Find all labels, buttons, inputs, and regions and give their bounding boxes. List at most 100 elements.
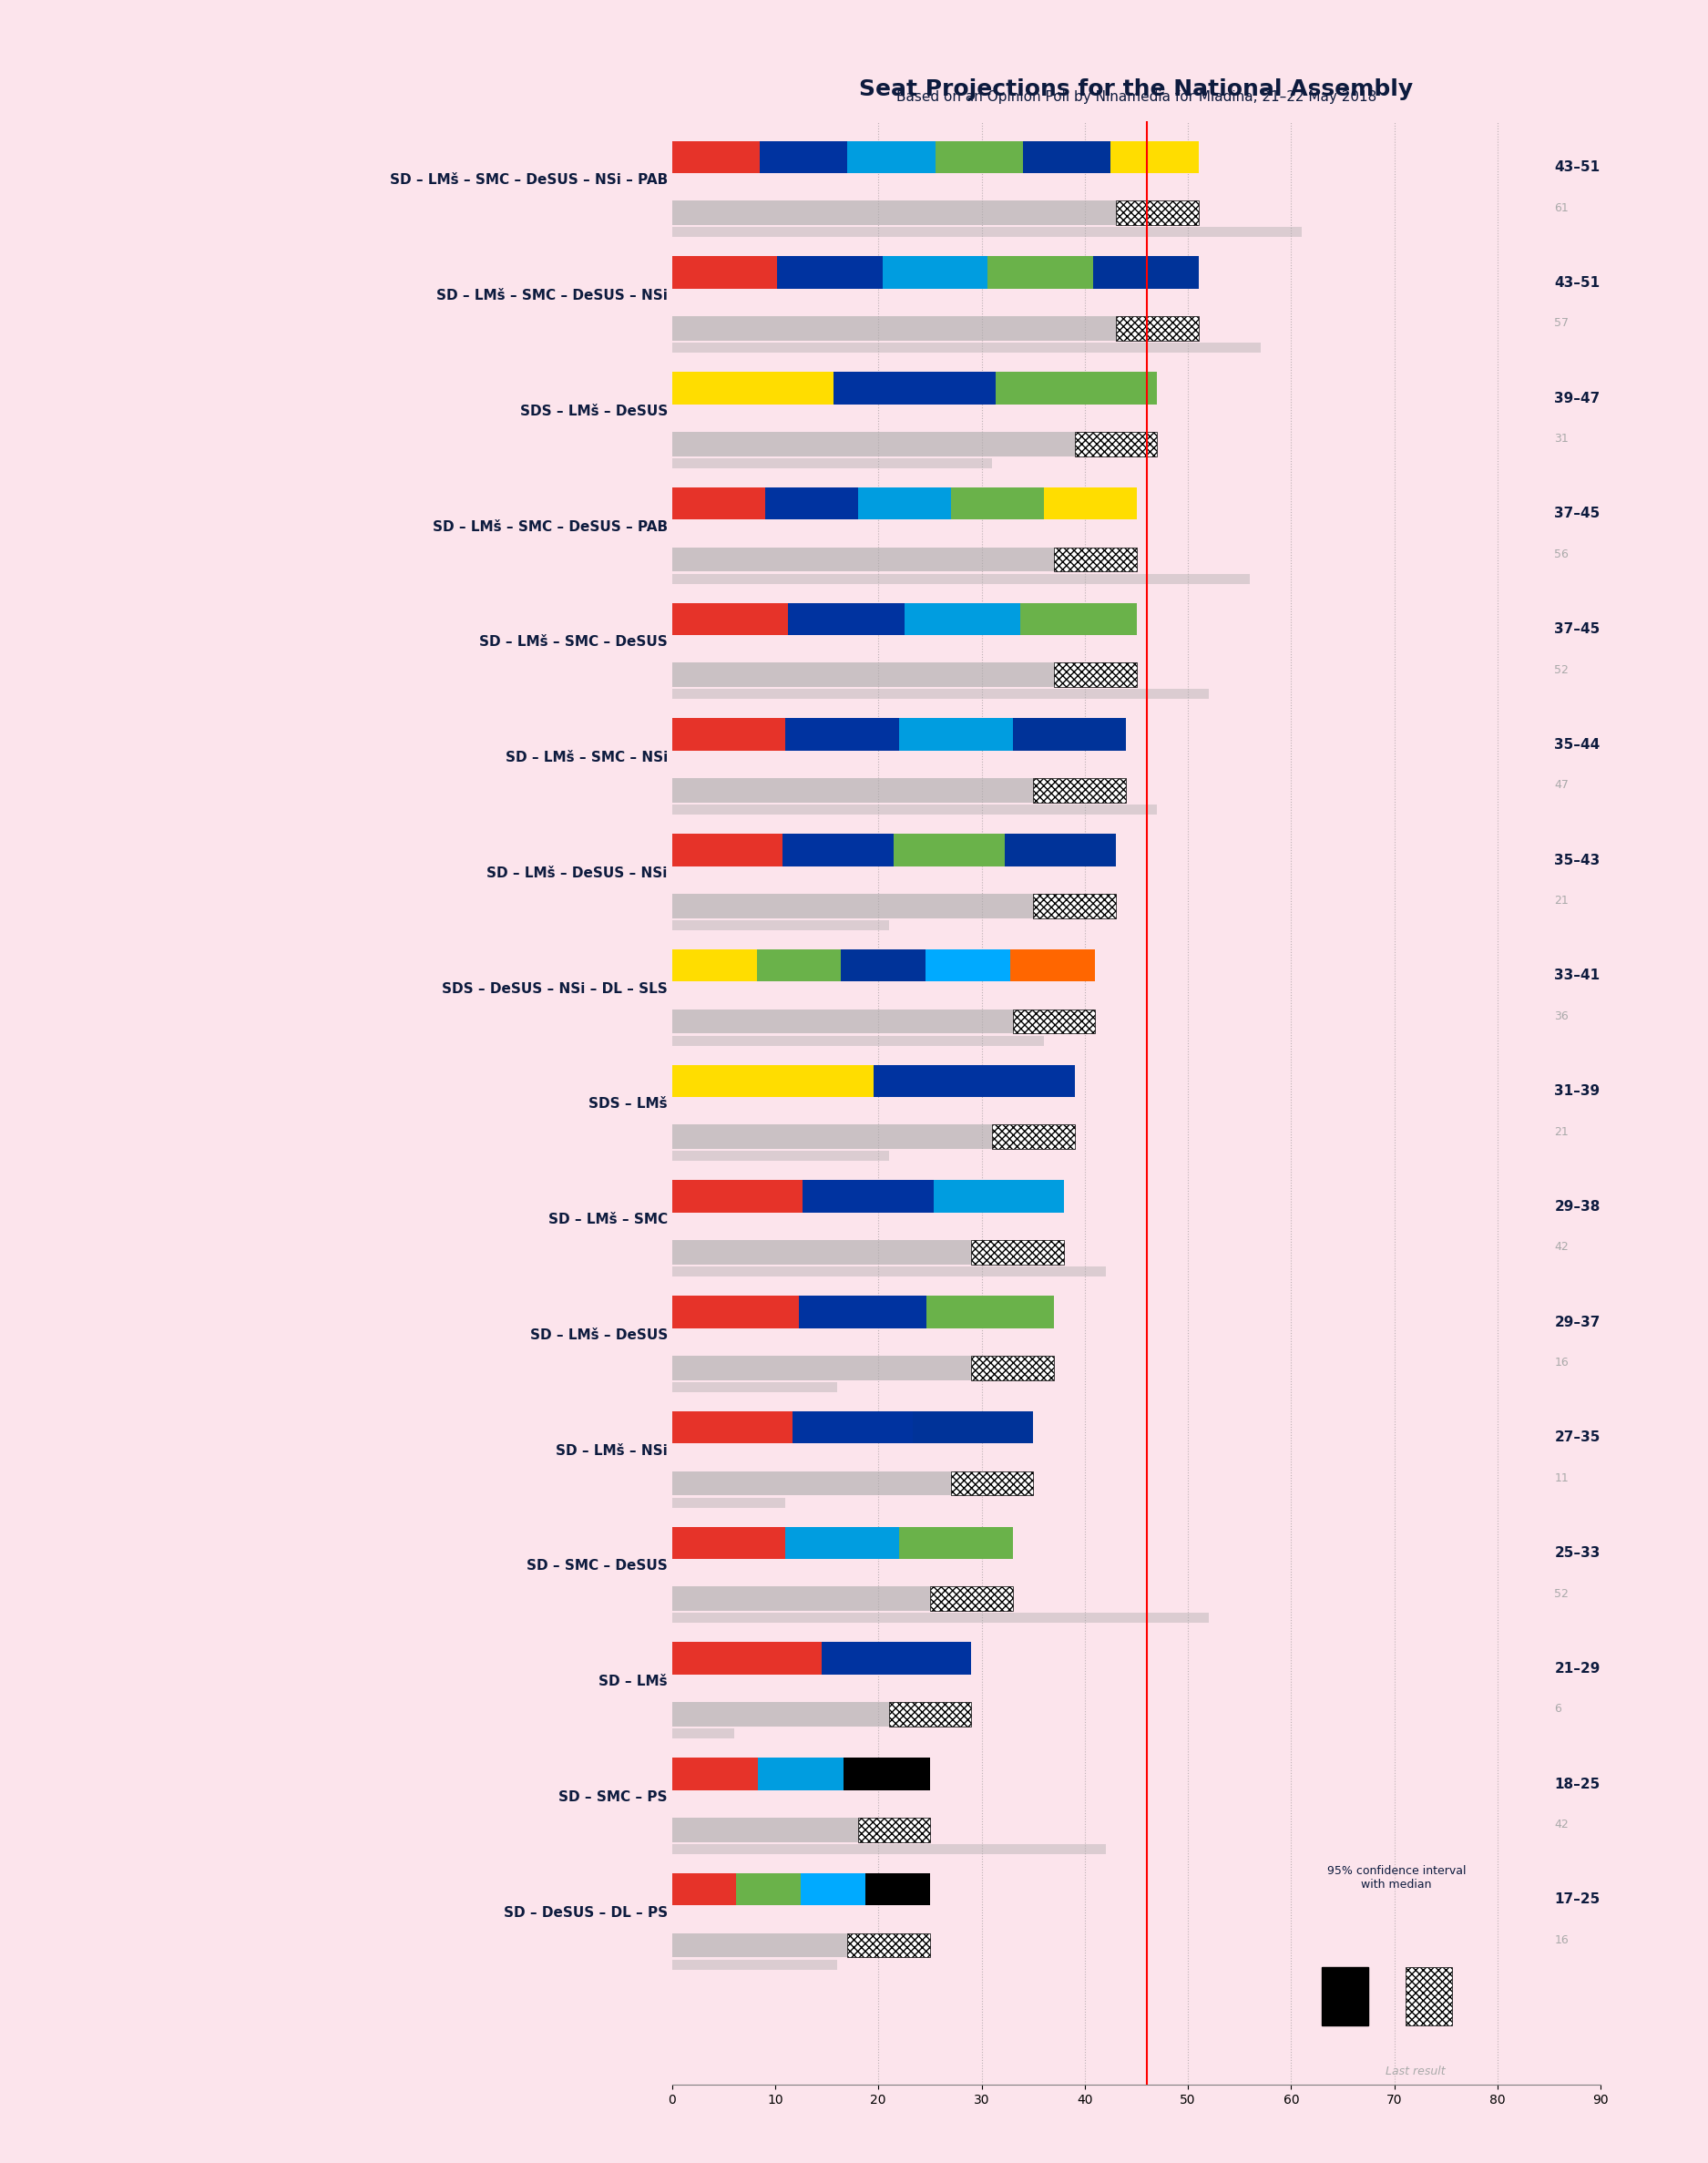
FancyBboxPatch shape xyxy=(1322,1966,1368,2025)
Text: 29–37: 29–37 xyxy=(1554,1315,1600,1328)
Bar xyxy=(671,547,1136,571)
Bar xyxy=(951,487,1044,519)
Bar xyxy=(671,1125,1074,1149)
Bar xyxy=(786,1527,898,1560)
Bar xyxy=(904,603,1020,636)
Bar xyxy=(787,603,904,636)
Bar xyxy=(671,1817,929,1843)
Bar xyxy=(671,603,787,636)
Bar xyxy=(926,950,1011,982)
Bar xyxy=(1033,779,1126,802)
Bar xyxy=(671,1471,1033,1495)
Text: 47: 47 xyxy=(1554,779,1570,792)
Bar xyxy=(671,1010,1095,1034)
Text: 39–47: 39–47 xyxy=(1554,392,1600,404)
Text: 18–25: 18–25 xyxy=(1554,1778,1600,1791)
Bar xyxy=(1023,141,1110,173)
Bar xyxy=(671,1934,929,1958)
Bar xyxy=(671,1151,888,1162)
FancyBboxPatch shape xyxy=(1406,1966,1452,2025)
Bar xyxy=(671,1588,1013,1611)
Bar xyxy=(671,1843,1105,1854)
Bar xyxy=(736,1873,801,1906)
Bar xyxy=(671,1410,793,1443)
Bar xyxy=(671,459,992,467)
Bar xyxy=(987,255,1093,288)
Text: 31: 31 xyxy=(1554,433,1570,446)
Bar xyxy=(1013,718,1126,751)
Bar xyxy=(671,141,760,173)
Text: 52: 52 xyxy=(1554,1588,1570,1601)
Bar xyxy=(671,1382,837,1393)
Text: Based on an Opinion Poll by Ninamedia for Mladina, 21–22 May 2018: Based on an Opinion Poll by Ninamedia fo… xyxy=(897,91,1377,104)
Bar xyxy=(765,487,857,519)
Bar xyxy=(934,141,1023,173)
Text: 36: 36 xyxy=(1554,1010,1570,1023)
Text: 21–29: 21–29 xyxy=(1554,1661,1600,1676)
Text: 37–45: 37–45 xyxy=(1554,623,1600,636)
Bar xyxy=(803,1181,933,1213)
Bar xyxy=(671,316,1199,340)
Bar xyxy=(883,255,987,288)
Bar xyxy=(757,950,842,982)
Bar xyxy=(834,372,996,404)
Text: 42: 42 xyxy=(1554,1819,1570,1830)
Bar xyxy=(671,255,777,288)
Bar xyxy=(671,1497,786,1508)
Bar xyxy=(1115,316,1199,340)
Bar xyxy=(898,1527,1013,1560)
Text: 16: 16 xyxy=(1554,1356,1570,1369)
Bar xyxy=(1011,950,1095,982)
Bar xyxy=(801,1873,866,1906)
Bar xyxy=(671,573,1250,584)
Text: 27–35: 27–35 xyxy=(1554,1432,1600,1445)
Text: 6: 6 xyxy=(1554,1702,1561,1715)
Text: 37–45: 37–45 xyxy=(1554,506,1600,521)
Bar xyxy=(1054,547,1136,571)
Text: 21: 21 xyxy=(1554,1125,1570,1138)
Text: 35–44: 35–44 xyxy=(1554,738,1600,751)
Bar xyxy=(992,1125,1074,1149)
Bar xyxy=(671,718,786,751)
Bar xyxy=(777,255,883,288)
Bar xyxy=(671,201,1199,225)
Bar xyxy=(671,1036,1044,1045)
Bar xyxy=(671,1527,786,1560)
Bar xyxy=(671,1728,734,1739)
Bar xyxy=(782,833,893,865)
Text: 25–33: 25–33 xyxy=(1554,1547,1600,1560)
Bar xyxy=(898,718,1013,751)
Bar xyxy=(1013,1010,1095,1034)
Bar xyxy=(857,487,951,519)
Text: 43–51: 43–51 xyxy=(1554,277,1600,290)
Bar xyxy=(793,1410,912,1443)
Bar xyxy=(996,372,1156,404)
Bar xyxy=(671,779,1126,802)
Bar xyxy=(671,805,1156,815)
Bar xyxy=(857,1817,929,1843)
Bar xyxy=(671,1759,758,1791)
Bar xyxy=(671,833,782,865)
Text: 16: 16 xyxy=(1554,1934,1570,1947)
Text: 17–25: 17–25 xyxy=(1554,1893,1600,1906)
Bar xyxy=(671,1181,803,1213)
Text: 11: 11 xyxy=(1554,1473,1570,1484)
Bar xyxy=(671,1064,873,1097)
Bar xyxy=(671,893,1115,917)
Bar xyxy=(671,1702,972,1726)
Text: 61: 61 xyxy=(1554,201,1570,214)
Bar xyxy=(671,1356,1054,1380)
Bar xyxy=(671,1268,1105,1276)
Bar xyxy=(760,141,847,173)
Bar xyxy=(671,1960,837,1970)
Text: 52: 52 xyxy=(1554,664,1570,675)
Bar xyxy=(822,1642,972,1674)
Bar xyxy=(671,433,1156,456)
Bar xyxy=(1093,255,1199,288)
Bar xyxy=(758,1759,844,1791)
Bar xyxy=(888,1702,972,1726)
Bar xyxy=(1115,201,1199,225)
Bar xyxy=(844,1759,929,1791)
Bar xyxy=(933,1181,1064,1213)
Text: 42: 42 xyxy=(1554,1242,1570,1252)
